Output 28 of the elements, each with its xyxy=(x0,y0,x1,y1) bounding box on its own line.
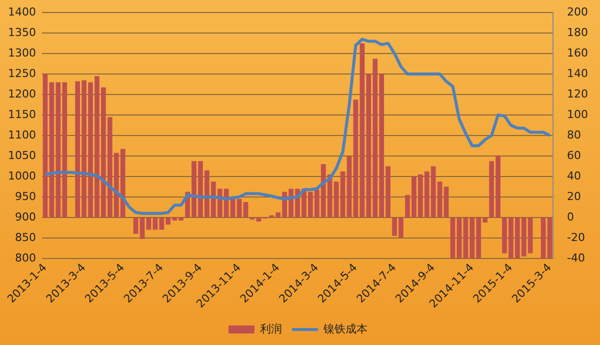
y2-tick-label: 160 xyxy=(567,46,588,60)
y-tick-label: 900 xyxy=(14,210,36,224)
legend-label: 镍铁成本 xyxy=(322,322,368,336)
y2-tick-label: 180 xyxy=(567,26,588,39)
y2-tick-label: 100 xyxy=(567,108,588,121)
y2-tick-label: 0 xyxy=(567,210,574,224)
y-tick-label: 1300 xyxy=(8,46,36,60)
y-tick-label: 800 xyxy=(14,251,36,264)
y-tick-label: 1350 xyxy=(8,26,36,39)
y2-tick-label: -20 xyxy=(567,230,585,244)
y-tick-label: 1150 xyxy=(8,108,36,121)
y-tick-label: 1100 xyxy=(8,128,36,142)
y-tick-label: 1050 xyxy=(8,148,36,162)
legend-label: 利润 xyxy=(260,322,282,336)
y2-tick-label: 40 xyxy=(567,169,582,182)
y-tick-label: 1250 xyxy=(8,66,36,80)
y-tick-label: 950 xyxy=(14,190,36,203)
y2-tick-label: 140 xyxy=(567,66,588,80)
y2-tick-label: 80 xyxy=(567,128,582,142)
y2-tick-label: 60 xyxy=(567,148,582,162)
y-tick-label: 1000 xyxy=(8,169,36,182)
y2-tick-label: 120 xyxy=(567,87,588,100)
y-tick-label: 1200 xyxy=(8,87,36,100)
y2-tick-label: 200 xyxy=(567,5,588,18)
y2-tick-label: 20 xyxy=(567,190,582,203)
y-tick-label: 850 xyxy=(14,230,36,244)
y2-tick-label: -40 xyxy=(567,251,585,264)
y-tick-label: 1400 xyxy=(8,5,36,18)
